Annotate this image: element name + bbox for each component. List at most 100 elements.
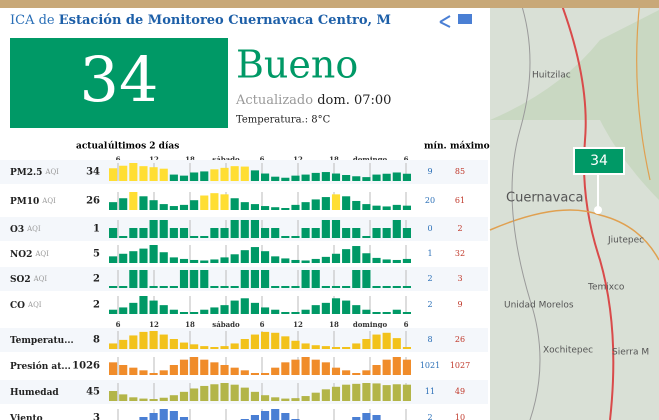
bar xyxy=(180,270,188,288)
bar xyxy=(160,252,168,263)
min-value: 11 xyxy=(425,387,435,396)
bar xyxy=(109,362,117,375)
station-name: Estación de Monitoreo Cuernavaca Centro,… xyxy=(59,13,391,28)
bar xyxy=(251,392,259,401)
bar xyxy=(312,305,320,314)
top-border xyxy=(0,0,490,8)
bar xyxy=(231,368,239,375)
current-value: 3 xyxy=(93,413,100,420)
bar xyxy=(393,172,401,181)
row-unit: AQI xyxy=(27,301,42,309)
current-value: 8 xyxy=(93,335,100,346)
max-value: 26 xyxy=(455,335,465,344)
place-label: Sierra M xyxy=(612,348,649,358)
row-name: Temperatu... xyxy=(10,336,74,346)
time-label: 6 xyxy=(404,320,409,329)
bar xyxy=(180,392,188,401)
bar xyxy=(403,259,411,263)
bar xyxy=(231,254,239,263)
bar xyxy=(180,360,188,375)
bar xyxy=(139,166,147,181)
bar xyxy=(372,365,380,375)
current-value: 2 xyxy=(93,300,100,311)
bar xyxy=(352,201,360,210)
bar xyxy=(241,202,249,210)
bar xyxy=(129,228,137,238)
bar xyxy=(372,312,380,314)
max-value: 2 xyxy=(457,224,462,233)
current-value: 5 xyxy=(93,249,100,260)
bar xyxy=(281,208,289,210)
bar xyxy=(322,197,330,210)
bar xyxy=(291,341,299,349)
bar xyxy=(129,397,137,401)
bar xyxy=(170,365,178,375)
bar xyxy=(261,251,269,263)
bar xyxy=(312,393,320,401)
bar xyxy=(383,286,391,288)
min-value: 2 xyxy=(427,300,432,309)
bar xyxy=(403,347,411,349)
bar xyxy=(322,346,330,349)
max-value: 3 xyxy=(457,274,462,283)
min-value: 2 xyxy=(427,274,432,283)
max-value: 9 xyxy=(457,300,462,309)
aqi-level: Bueno xyxy=(236,43,358,87)
bar xyxy=(220,257,228,263)
max-value: 1027 xyxy=(450,361,470,370)
bar xyxy=(160,286,168,288)
row-name: NO2 xyxy=(10,250,32,260)
bar xyxy=(393,357,401,375)
bar xyxy=(139,270,147,288)
updated: Actualizado dom. 07:00 xyxy=(235,93,391,108)
bar xyxy=(291,286,299,288)
bar xyxy=(109,310,117,314)
bar xyxy=(281,399,289,401)
bar xyxy=(190,270,198,288)
bar xyxy=(150,373,158,375)
row-label: Viento xyxy=(9,414,43,420)
bar xyxy=(271,228,279,238)
bar xyxy=(271,310,279,314)
bar xyxy=(342,385,350,401)
embed-icon[interactable] xyxy=(458,14,472,24)
bar xyxy=(342,301,350,314)
bar xyxy=(210,362,218,375)
row-name: PM2.5 xyxy=(10,168,42,178)
place-label: Unidad Morelos xyxy=(504,301,574,311)
bar xyxy=(210,193,218,210)
bar xyxy=(332,298,340,314)
bar xyxy=(160,409,168,420)
place-label: Huitzilac xyxy=(532,71,571,81)
bar xyxy=(200,346,208,349)
title: ICA de Estación de Monitoreo Cuernavaca … xyxy=(10,13,391,28)
bar xyxy=(352,176,360,181)
bar xyxy=(291,398,299,401)
bar xyxy=(139,332,147,349)
bar xyxy=(302,396,310,401)
bar xyxy=(109,391,117,401)
bar xyxy=(129,335,137,349)
col-max: máximo xyxy=(450,141,490,152)
bar xyxy=(393,286,401,288)
time-label: 6 xyxy=(260,320,265,329)
row-unit: AQI xyxy=(44,168,59,176)
bar xyxy=(190,260,198,263)
bar xyxy=(129,251,137,263)
bar xyxy=(180,259,188,263)
bar xyxy=(261,174,269,181)
bar xyxy=(170,206,178,210)
bar xyxy=(150,220,158,238)
row-unit: AQI xyxy=(26,225,41,233)
bar xyxy=(241,167,249,181)
bar xyxy=(160,335,168,349)
bar xyxy=(160,169,168,181)
bar xyxy=(251,335,259,349)
bar xyxy=(281,312,289,314)
bar xyxy=(231,286,239,288)
bar xyxy=(150,286,158,288)
bar xyxy=(393,220,401,238)
bar xyxy=(241,339,249,349)
bar xyxy=(362,177,370,181)
bar xyxy=(160,370,168,375)
